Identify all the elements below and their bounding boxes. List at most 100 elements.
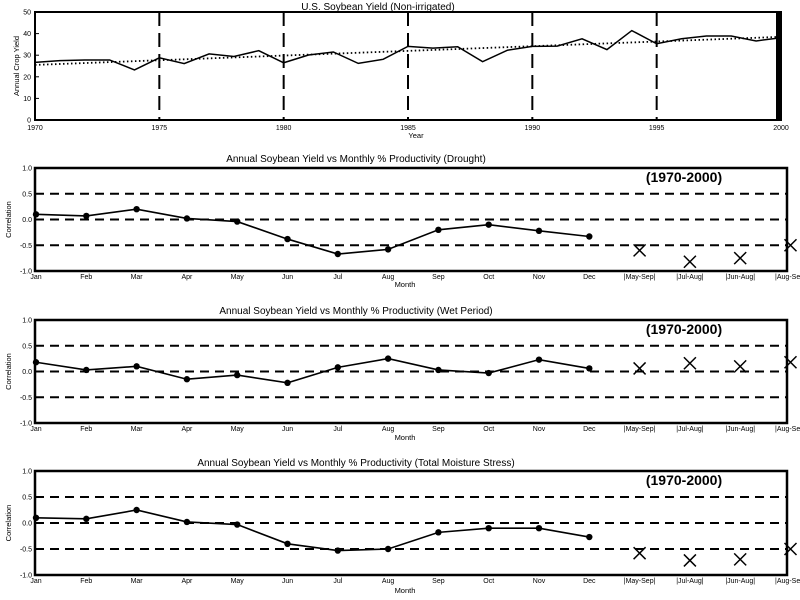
chart-1-x-tick-label: 1985	[400, 125, 416, 132]
chart-2-period-marker-stroke	[783, 238, 798, 252]
chart-1-trend-line	[34, 35, 782, 66]
chart-3-x-tick-label: Jun	[282, 426, 293, 433]
chart-3-period-marker	[633, 361, 647, 375]
chart-4-monthly-point	[83, 515, 90, 523]
chart-2-y-axis-label: Correlation	[4, 201, 13, 238]
chart-3-monthly-line	[35, 357, 590, 384]
chart-1-y-axis-label: Annual Crop Yield	[12, 36, 21, 96]
chart-3-period-marker	[683, 356, 697, 370]
chart-3-monthly-point	[535, 356, 543, 363]
chart-3-monthly-point	[284, 379, 291, 387]
chart-2-monthly-point	[183, 215, 191, 222]
chart-2-period-marker	[783, 238, 798, 252]
chart-3-x-tick-label: Sep	[432, 426, 445, 433]
chart-4-x-tick-label: Feb	[80, 578, 92, 585]
chart-1-y-tick-label: 0	[27, 118, 31, 125]
chart-4-y-tick-label: -1.0	[20, 573, 32, 580]
chart-3-x-tick-label: |Aug-Sep|	[775, 426, 800, 433]
chart-3-period-label: (1970-2000)	[646, 321, 722, 337]
chart-4-period-marker	[733, 552, 747, 566]
chart-4-x-tick-label: |May-Sep|	[624, 578, 656, 585]
chart-4-x-tick-label: Jan	[30, 578, 41, 585]
chart-3-x-tick-label: Dec	[583, 426, 596, 433]
chart-1-right-edge	[776, 12, 781, 120]
chart-1-x-axis-label: Year	[408, 131, 424, 140]
chart-2-period-marker	[683, 255, 697, 269]
chart-4-monthly-point	[234, 521, 241, 528]
chart-1-y-tick-label: 30	[23, 53, 31, 60]
chart-3-monthly-point	[485, 369, 492, 377]
chart-2-monthly-point	[485, 221, 492, 228]
chart-1-y-tick-label: 40	[23, 31, 31, 38]
chart-1-x-tick-label: 2000	[773, 125, 789, 132]
chart-4-x-tick-label: |Aug-Sep|	[775, 578, 800, 585]
chart-4-monthly-point	[32, 514, 40, 521]
chart-1-y-tick-label: 20	[23, 74, 31, 81]
chart-4-x-tick-label: Jul	[333, 578, 342, 585]
chart-3-monthly-point	[32, 359, 40, 366]
chart-4-period-marker	[683, 553, 697, 567]
chart-4-monthly-point	[485, 525, 492, 532]
chart-2-x-tick-label: |Jul-Aug|	[676, 274, 704, 281]
chart-3-monthly-point	[586, 365, 593, 372]
chart-1-y-tick-label: 50	[23, 10, 31, 17]
chart-2-x-tick-label: May	[231, 274, 245, 281]
chart-2-period-marker	[733, 251, 747, 265]
chart-3-x-tick-label: |Jul-Aug|	[676, 426, 704, 433]
chart-2-x-tick-label: |Aug-Sep|	[775, 274, 800, 281]
chart-2-monthly-point	[83, 212, 90, 220]
chart-3-monthly-point	[435, 366, 442, 374]
chart-2-x-tick-label: Jan	[30, 274, 41, 281]
chart-2-monthly-point	[284, 235, 291, 243]
chart-3-x-tick-label: |May-Sep|	[624, 426, 656, 433]
chart-2-x-tick-label: Dec	[583, 274, 596, 281]
chart-3-title: Annual Soybean Yield vs Monthly % Produc…	[219, 306, 492, 317]
chart-3-y-tick-label: 0.5	[22, 343, 32, 350]
chart-3-x-tick-label: Aug	[382, 426, 395, 433]
chart-4-period-marker	[633, 546, 647, 560]
chart-2-x-tick-label: Jun	[282, 274, 293, 281]
chart-4-monthly-point	[284, 540, 291, 547]
chart-1-yield-line	[34, 29, 782, 71]
chart-2-period-marker-stroke	[633, 243, 647, 257]
chart-2-x-tick-label: Nov	[533, 274, 546, 281]
chart-4-period-marker	[783, 542, 798, 556]
chart-2-monthly-point	[334, 250, 341, 258]
chart-3-monthly-point	[334, 364, 341, 371]
chart-3-period-marker-stroke	[733, 359, 747, 373]
chart-2-y-tick-label: -1.0	[20, 269, 32, 276]
chart-4-y-tick-label: 0.0	[22, 521, 32, 528]
chart-4-period-marker-stroke	[733, 552, 747, 566]
chart-4-x-tick-label: Nov	[533, 578, 546, 585]
chart-1-x-tick-label: 1980	[276, 125, 292, 132]
chart-4-x-tick-label: Oct	[483, 578, 494, 585]
chart-4-monthly-point	[435, 529, 442, 536]
chart-2-y-tick-label: 1.0	[22, 166, 32, 173]
chart-2-monthly-point	[234, 218, 241, 225]
chart-4-monthly-line	[35, 509, 590, 552]
chart-2-x-axis-label: Month	[395, 280, 416, 289]
chart-1-x-tick-label: 1970	[27, 125, 43, 132]
chart-2-x-tick-label: |Jun-Aug|	[725, 274, 755, 281]
chart-4-monthly-point	[334, 547, 341, 554]
chart-2-x-tick-label: Feb	[80, 274, 92, 281]
chart-3-monthly-point	[384, 355, 392, 362]
chart-2-monthly-point	[32, 211, 40, 218]
chart-3-y-tick-label: 1.0	[22, 318, 32, 325]
chart-1-title: U.S. Soybean Yield (Non-irrigated)	[301, 2, 454, 13]
chart-4-x-tick-label: Aug	[382, 578, 395, 585]
chart-3-x-axis-label: Month	[395, 433, 416, 442]
chart-3-period-marker-stroke	[783, 355, 798, 369]
chart-3-x-tick-label: Feb	[80, 426, 92, 433]
chart-3-y-tick-label: -0.5	[20, 395, 32, 402]
chart-2-x-tick-label: Jul	[333, 274, 342, 281]
chart-2-x-tick-label: Sep	[432, 274, 445, 281]
chart-4-x-tick-label: |Jul-Aug|	[676, 578, 704, 585]
chart-3-x-tick-label: Mar	[131, 426, 144, 433]
chart-3-period-marker-stroke	[683, 356, 697, 370]
chart-3-x-tick-label: Jan	[30, 426, 41, 433]
chart-2-y-tick-label: 0.5	[22, 191, 32, 198]
chart-2-x-tick-label: Mar	[131, 274, 144, 281]
